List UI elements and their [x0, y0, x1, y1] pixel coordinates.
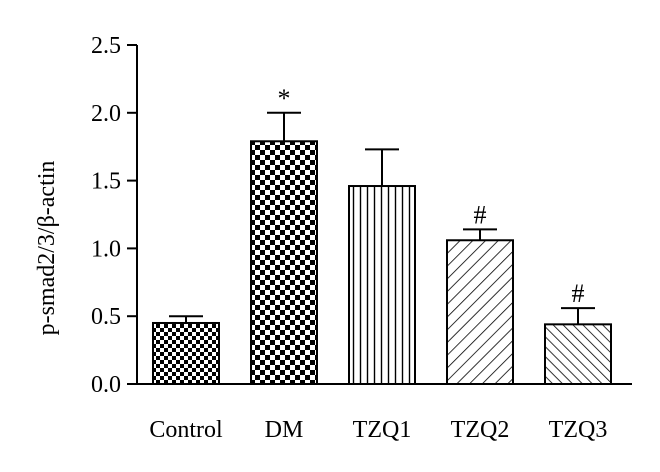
bar-tzq3	[545, 324, 611, 384]
bar-chart: p-smad2/3/β-actin 0.0 0.5 1.0 1.5 2.0 2.5 * # #…	[0, 0, 660, 472]
y-tick-label: 0.5	[91, 304, 121, 330]
y-tick-label: 0.0	[91, 372, 121, 398]
y-ticks: 0.0 0.5 1.0 1.5 2.0 2.5	[91, 33, 137, 398]
y-tick-label: 2.5	[91, 33, 121, 59]
x-tick-label: TZQ3	[549, 417, 608, 443]
x-tick-label: DM	[265, 417, 304, 443]
y-tick-label: 1.0	[91, 236, 121, 262]
x-tick-label: TZQ2	[451, 417, 510, 443]
bar-tzq2	[447, 240, 513, 384]
chart-canvas: p-smad2/3/β-actin 0.0 0.5 1.0 1.5 2.0 2.5 * # #…	[0, 0, 660, 472]
x-tick-labels: Control DM TZQ1 TZQ2 TZQ3	[149, 417, 607, 443]
y-axis-label: p-smad2/3/β-actin	[34, 161, 60, 336]
bar-tzq1	[349, 186, 415, 384]
bar-control	[153, 323, 219, 384]
significance-annotations: * # #	[278, 84, 585, 308]
x-tick-label: TZQ1	[353, 417, 412, 443]
bar-dm	[251, 141, 317, 384]
x-tick-label: Control	[149, 417, 223, 443]
significance-mark: #	[572, 279, 585, 308]
significance-mark: *	[278, 84, 291, 113]
y-tick-label: 2.0	[91, 101, 121, 127]
significance-mark: #	[474, 200, 487, 229]
y-tick-label: 1.5	[91, 169, 121, 195]
